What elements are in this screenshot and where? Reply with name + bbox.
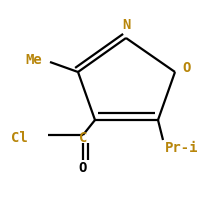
Text: N: N [122, 18, 130, 32]
Text: C: C [79, 131, 87, 145]
Text: Pr-i: Pr-i [165, 141, 198, 155]
Text: O: O [79, 161, 87, 175]
Text: Me: Me [25, 53, 42, 67]
Text: O: O [182, 61, 190, 75]
Text: Cl: Cl [11, 131, 28, 145]
